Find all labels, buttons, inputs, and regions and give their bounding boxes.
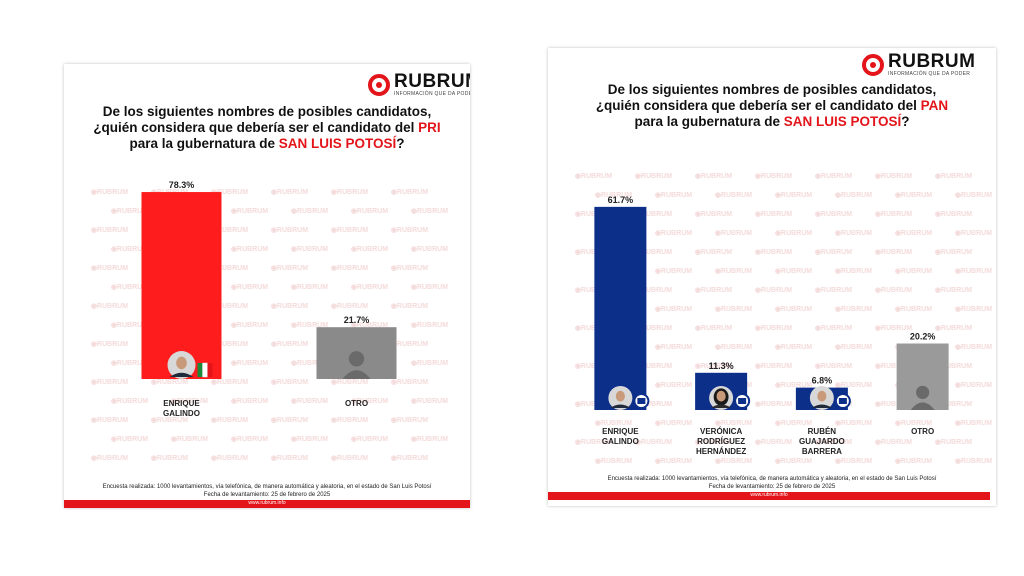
question-line-2: ¿quién considera que debería ser el cand…	[595, 98, 949, 113]
candidate-photo-icon	[167, 351, 196, 379]
category-label: OTRO	[345, 399, 368, 408]
brand-tagline: INFORMACIÓN QUE DA PODER	[888, 71, 971, 77]
pan-logo-icon	[834, 393, 851, 409]
pri-logo-icon	[197, 362, 213, 378]
bar	[141, 192, 222, 379]
question-title: De los siguientes nombres de posibles ca…	[64, 104, 470, 152]
rubrum-logo: RUBRUM INFORMACIÓN QUE DA PODER	[862, 52, 975, 77]
brand-tagline: INFORMACIÓN QUE DA PODER	[394, 91, 470, 97]
data-label: 6.8%	[812, 376, 833, 386]
data-label: 11.3%	[709, 361, 734, 371]
pri-poll-panel: ◉RUBRUM ◉RUBRUM ◉RUBRUM ◉RUBRUM ◉RUBRUM ◉RUBR…	[64, 64, 470, 508]
candidate-photo-icon	[809, 386, 834, 410]
survey-footer: Encuesta realizada: 1000 levantamientos,…	[64, 484, 470, 499]
pan-logo-icon	[633, 393, 650, 409]
party-name: PRI	[418, 120, 441, 135]
survey-date: Fecha de levantamiento: 25 de febrero de…	[203, 491, 331, 498]
pan-logo-icon	[734, 393, 751, 409]
data-label: 21.7%	[344, 315, 370, 325]
question-line-3: para la gubernatura de SAN LUIS POTOSÍ?	[129, 136, 405, 151]
category-label: ENRIQUE GALINDO	[602, 427, 639, 446]
candidate-photo-female-icon	[709, 386, 734, 410]
question-line-1: De los siguientes nombres de posibles ca…	[607, 82, 937, 97]
survey-methodology: Encuesta realizada: 1000 levantamientos,…	[102, 484, 432, 490]
survey-footer: Encuesta realizada: 1000 levantamientos,…	[548, 476, 996, 491]
pan-bar-chart: 61.7% ENRIQUE GALINDO 11.3% VERÓNICA RODRÍGUE…	[594, 195, 949, 456]
pri-bar-chart: 78.3% ENRIQUE GALINDO 21.7% OTRO	[141, 180, 397, 418]
brand-name: RUBRUM	[888, 51, 976, 72]
footer-url-bar: www.rubrum.info	[548, 492, 990, 500]
person-silhouette-icon	[342, 351, 371, 379]
website-link[interactable]: www.rubrum.info	[248, 500, 286, 506]
data-label: 78.3%	[169, 180, 195, 190]
state-name: SAN LUIS POTOSÍ	[783, 114, 902, 129]
survey-date: Fecha de levantamiento: 25 de febrero de…	[708, 483, 836, 490]
website-link[interactable]: www.rubrum.info	[750, 492, 788, 498]
category-label: RUBÉN GUAJARDO BARRERA	[799, 427, 845, 456]
bar	[896, 343, 949, 410]
rubrum-logo-icon	[368, 73, 390, 96]
person-silhouette-icon	[910, 385, 935, 410]
category-label: ENRIQUE GALINDO	[163, 399, 200, 418]
pan-poll-panel: ◉RUBRUM ◉RUBRUM ◉RUBRUM ◉RUBRUM ◉RUBRUM ◉RUBR…	[548, 48, 996, 506]
party-name: PAN	[920, 98, 949, 113]
rubrum-logo-icon	[862, 53, 884, 76]
question-line-1: De los siguientes nombres de posibles ca…	[102, 104, 432, 119]
category-label: VERÓNICA RODRÍGUEZ HERNÁNDEZ	[696, 427, 746, 456]
data-label: 61.7%	[608, 195, 634, 205]
data-label: 20.2%	[910, 331, 936, 341]
survey-methodology: Encuesta realizada: 1000 levantamientos,…	[607, 476, 937, 482]
category-label: OTRO	[911, 427, 934, 436]
question-line-2: ¿quién considera que debería ser el cand…	[93, 120, 441, 135]
question-line-3: para la gubernatura de SAN LUIS POTOSÍ?	[634, 114, 910, 129]
bar	[594, 206, 647, 410]
question-title: De los siguientes nombres de posibles ca…	[548, 82, 996, 130]
footer-url-bar: www.rubrum.info	[64, 500, 470, 508]
state-name: SAN LUIS POTOSÍ	[278, 136, 397, 151]
rubrum-logo: RUBRUM INFORMACIÓN QUE DA PODER	[368, 72, 470, 97]
candidate-photo-icon	[608, 386, 633, 410]
brand-name: RUBRUM	[394, 71, 470, 92]
